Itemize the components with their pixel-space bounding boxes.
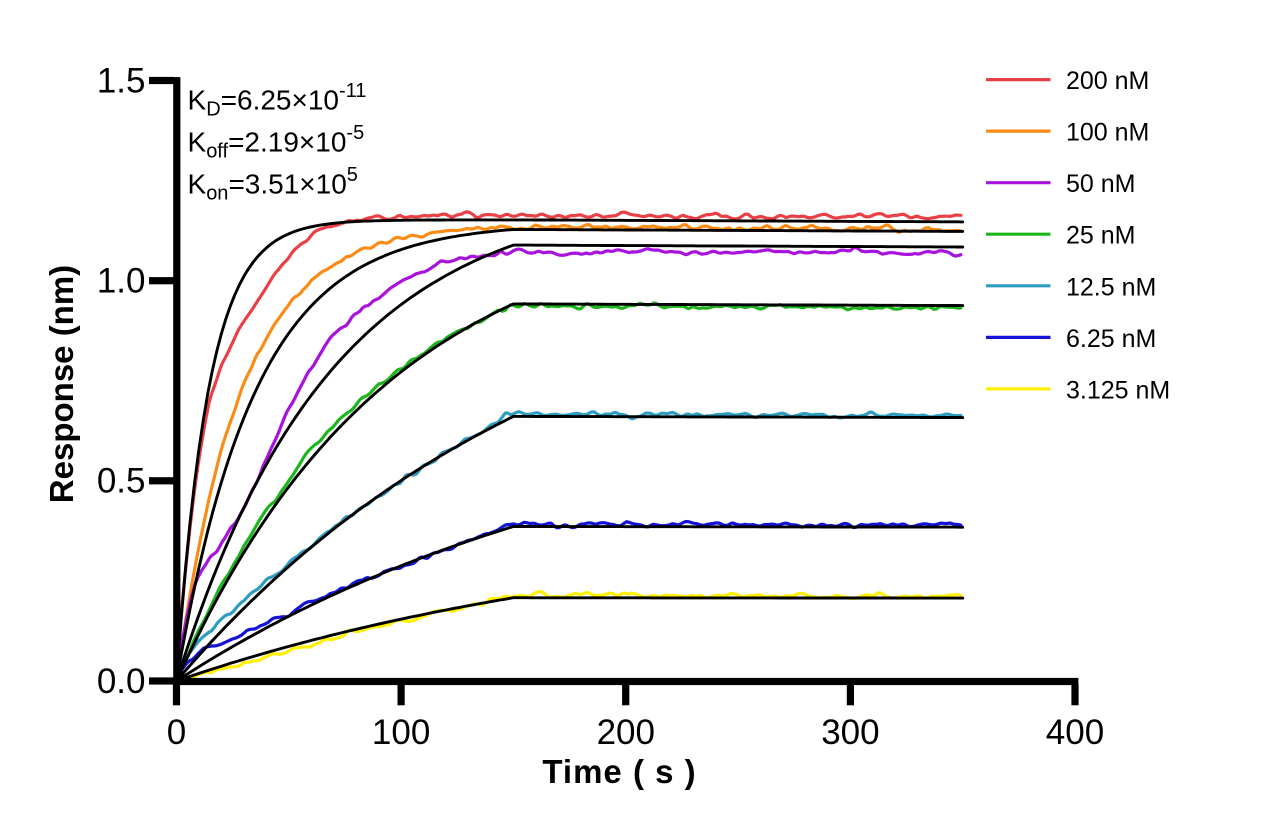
svg-text:300: 300 <box>821 713 879 752</box>
svg-text:0.0: 0.0 <box>97 662 146 701</box>
svg-text:0: 0 <box>167 713 186 752</box>
svg-text:1.0: 1.0 <box>97 262 146 301</box>
svg-text:12.5 nM: 12.5 nM <box>1066 273 1156 301</box>
svg-text:Time ( s ): Time ( s ) <box>542 753 696 790</box>
svg-text:100 nM: 100 nM <box>1066 119 1149 147</box>
svg-text:6.25 nM: 6.25 nM <box>1066 325 1156 353</box>
svg-text:3.125 nM: 3.125 nM <box>1066 376 1170 404</box>
svg-text:0.5: 0.5 <box>97 462 146 501</box>
svg-text:100: 100 <box>372 713 430 752</box>
svg-text:50 nM: 50 nM <box>1066 170 1135 198</box>
svg-text:200: 200 <box>597 713 655 752</box>
svg-text:400: 400 <box>1046 713 1104 752</box>
svg-text:Response (nm): Response (nm) <box>43 265 80 503</box>
svg-text:25 nM: 25 nM <box>1066 222 1135 250</box>
svg-text:200 nM: 200 nM <box>1066 67 1149 95</box>
svg-text:1.5: 1.5 <box>97 61 146 100</box>
